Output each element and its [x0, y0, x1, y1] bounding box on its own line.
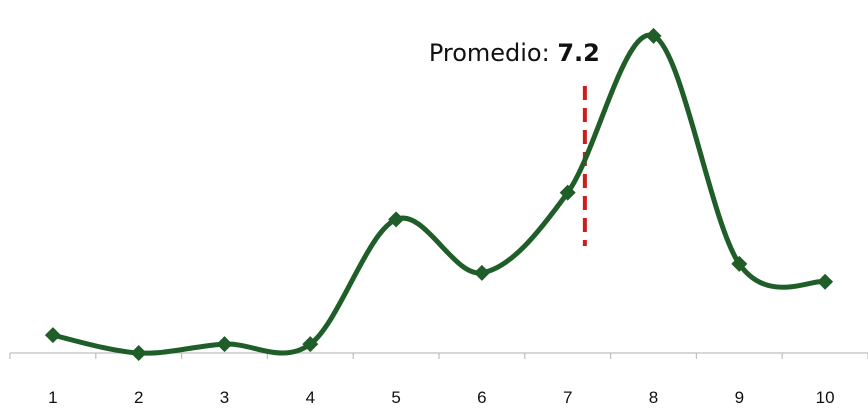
x-axis-tick-labels: 1 2 3 4 5 6 7 8 9 10	[48, 388, 834, 407]
data-point-marker	[559, 184, 576, 201]
x-tick-label: 1	[48, 388, 57, 407]
series-line	[50, 32, 828, 356]
data-point-marker	[388, 211, 405, 228]
data-point-marker	[645, 27, 662, 44]
data-point-marker	[44, 327, 61, 344]
x-axis-ticks	[9, 353, 868, 359]
x-tick-label: 4	[306, 388, 315, 407]
x-tick-label: 10	[816, 388, 835, 407]
data-point-marker	[817, 273, 834, 290]
average-annotation-label: Promedio:	[429, 39, 558, 67]
data-point-marker	[302, 336, 319, 353]
data-point-marker	[731, 255, 748, 272]
x-tick-label: 3	[220, 388, 229, 407]
data-point-marker	[473, 264, 490, 281]
x-tick-label: 2	[134, 388, 143, 407]
x-tick-label: 6	[477, 388, 486, 407]
x-tick-label: 8	[649, 388, 658, 407]
x-tick-label: 9	[735, 388, 744, 407]
data-markers	[44, 27, 834, 361]
data-point-marker	[216, 336, 233, 353]
x-tick-label: 5	[391, 388, 400, 407]
data-point-marker	[130, 345, 147, 361]
x-tick-label: 7	[563, 388, 572, 407]
average-annotation: Promedio: 7.2	[429, 39, 600, 67]
average-annotation-value: 7.2	[557, 39, 600, 67]
